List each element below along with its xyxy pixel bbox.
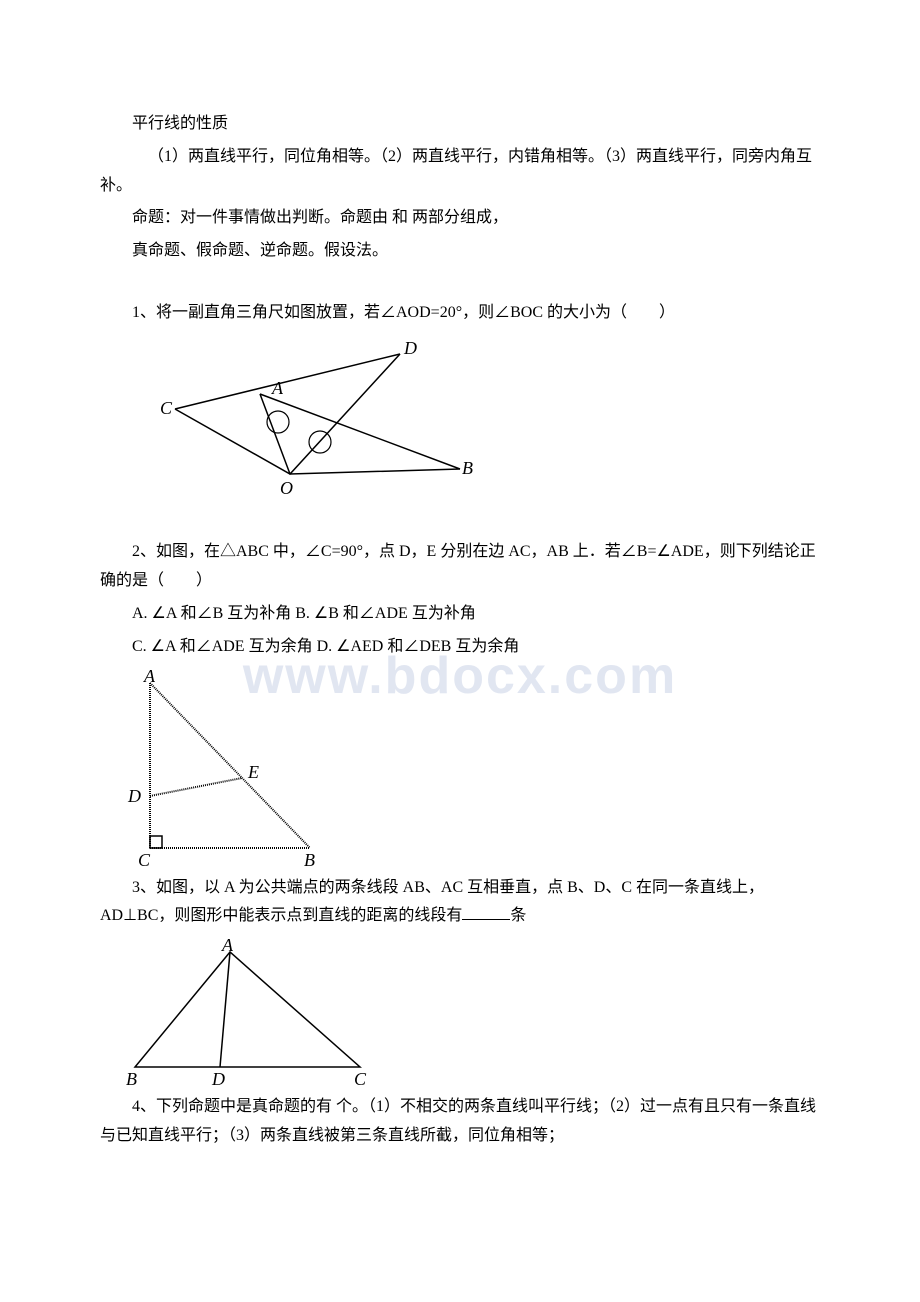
question-2-options-ab: A. ∠A 和∠B 互为补角 B. ∠B 和∠ADE 互为补角 (100, 600, 820, 629)
label-D: D (403, 338, 417, 358)
label-A: A (271, 378, 284, 398)
proposition-text: 命题：对一件事情做出判断。命题由 和 两部分组成， (100, 204, 820, 233)
label-A: A (221, 937, 234, 955)
label-O: O (280, 478, 293, 498)
label-B: B (462, 458, 473, 478)
question-1-figure: D A C O B (160, 334, 820, 504)
question-2-stem: 2、如图，在△ABC 中，∠C=90°，点 D，E 分别在边 AC，AB 上．若… (100, 538, 820, 596)
label-D: D (127, 786, 141, 806)
question-3-text: 3、如图，以 A 为公共端点的两条线段 AB、AC 互相垂直，点 B、D、C 在… (100, 874, 820, 932)
section-title: 平行线的性质 (100, 110, 820, 139)
label-B: B (126, 1069, 137, 1087)
question-3-text-b: 条 (510, 907, 526, 924)
label-B: B (304, 850, 315, 868)
label-C: C (138, 850, 151, 868)
question-1-text: 1、将一副直角三角尺如图放置，若∠AOD=20°，则∠BOC 的大小为（ ） (100, 299, 820, 328)
question-2-options-cd: C. ∠A 和∠ADE 互为余角 D. ∠AED 和∠DEB 互为余角 (100, 633, 820, 662)
question-3-figure: A B D C (120, 937, 820, 1087)
proposition-types: 真命题、假命题、逆命题。假设法。 (100, 237, 820, 266)
question-4-text: 4、下列命题中是真命题的有 个。（1）不相交的两条直线叫平行线；（2）过一点有且… (100, 1093, 820, 1151)
label-C: C (354, 1069, 367, 1087)
question-3-text-a: 3、如图，以 A 为公共端点的两条线段 AB、AC 互相垂直，点 B、D、C 在… (100, 879, 764, 925)
label-D: D (211, 1069, 225, 1087)
properties-text: （1）两直线平行，同位角相等。（2）两直线平行，内错角相等。（3）两直线平行，同… (100, 143, 820, 201)
question-2-figure: A E D C B (120, 668, 820, 868)
label-A: A (143, 668, 156, 686)
fill-blank (462, 904, 510, 920)
label-C: C (160, 398, 173, 418)
label-E: E (247, 762, 259, 782)
document-content: 平行线的性质 （1）两直线平行，同位角相等。（2）两直线平行，内错角相等。（3）… (100, 110, 820, 1151)
